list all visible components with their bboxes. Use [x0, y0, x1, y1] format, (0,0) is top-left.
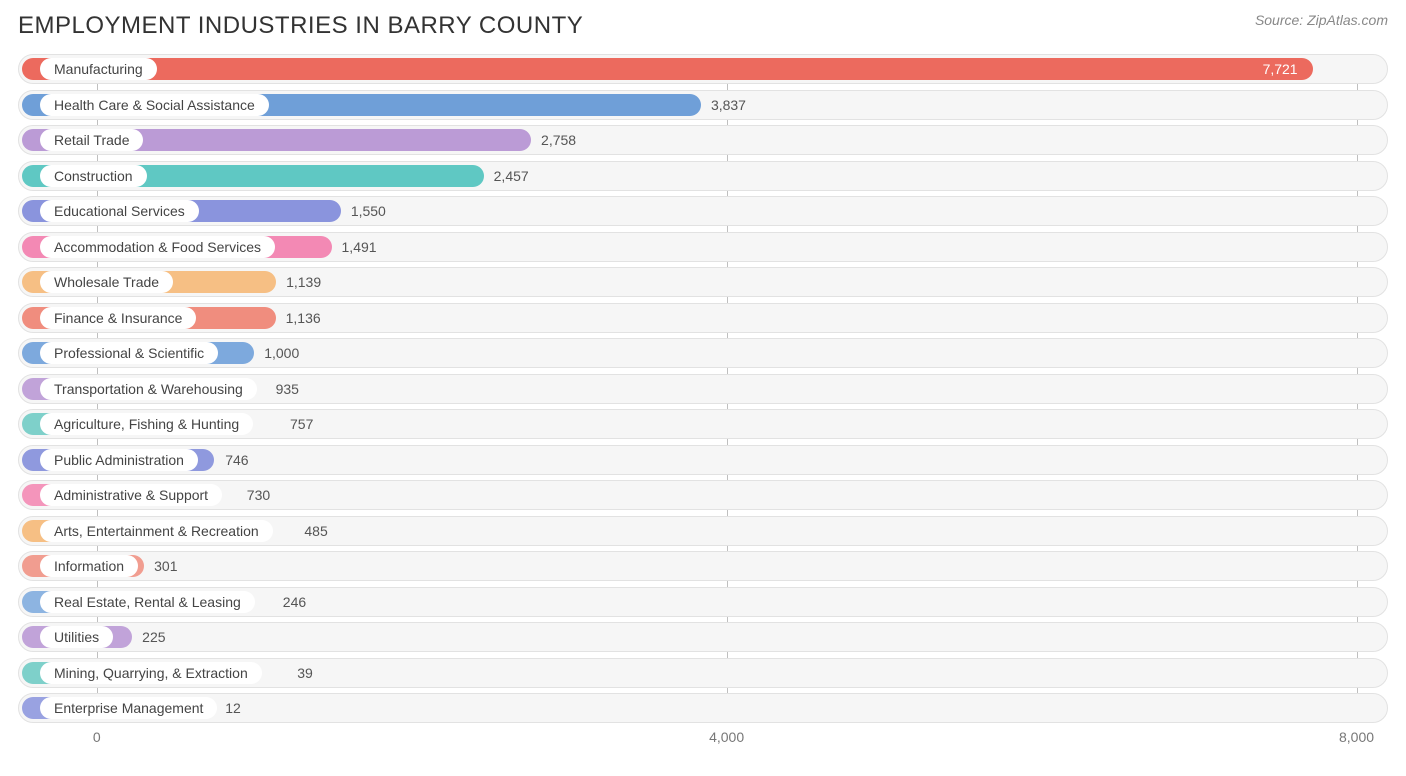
bar-row: Professional & Scientific 1,000 [18, 338, 1388, 368]
bar-row: Utilities 225 [18, 622, 1388, 652]
bar-track [18, 480, 1388, 510]
bar-row: Manufacturing 7,721 [18, 54, 1388, 84]
bar-row: Finance & Insurance 1,136 [18, 303, 1388, 333]
bar-row: Accommodation & Food Services 1,491 [18, 232, 1388, 262]
bar-value-label: 7,721 [1263, 54, 1378, 84]
source-name: ZipAtlas.com [1307, 12, 1388, 28]
bar-track [18, 622, 1388, 652]
bar-row: Wholesale Trade 1,139 [18, 267, 1388, 297]
bar-value-label: 1,136 [286, 303, 321, 333]
chart-source: Source: ZipAtlas.com [1255, 12, 1388, 28]
bar-row: Health Care & Social Assistance 3,837 [18, 90, 1388, 120]
x-axis-tick: 4,000 [709, 729, 744, 745]
bar-value-label: 246 [283, 587, 306, 617]
bar-category-label: Transportation & Warehousing [40, 378, 257, 400]
bar-value-label: 935 [276, 374, 299, 404]
bar-category-label: Manufacturing [40, 58, 157, 80]
bar-row: Public Administration 746 [18, 445, 1388, 475]
bar-value-label: 39 [297, 658, 313, 688]
bar-rows: Manufacturing 7,721 Health Care & Social A… [18, 54, 1388, 723]
bar-value-label: 301 [154, 551, 177, 581]
bar-row: Arts, Entertainment & Recreation 485 [18, 516, 1388, 546]
bar-track [18, 445, 1388, 475]
bar-category-label: Information [40, 555, 138, 577]
bar-value-label: 12 [225, 693, 241, 723]
bar-category-label: Enterprise Management [40, 697, 217, 719]
bar-row: Enterprise Management 12 [18, 693, 1388, 723]
source-label: Source: [1255, 12, 1303, 28]
bar-value-label: 2,758 [541, 125, 576, 155]
bar-category-label: Real Estate, Rental & Leasing [40, 591, 255, 613]
bar-value-label: 1,491 [342, 232, 377, 262]
chart-header: EMPLOYMENT INDUSTRIES IN BARRY COUNTY So… [18, 12, 1388, 40]
bar-row: Information 301 [18, 551, 1388, 581]
bar-category-label: Agriculture, Fishing & Hunting [40, 413, 253, 435]
bar-fill [22, 58, 1313, 80]
bar-row: Transportation & Warehousing 935 [18, 374, 1388, 404]
bar-value-label: 1,139 [286, 267, 321, 297]
x-axis-tick: 0 [93, 729, 101, 745]
bar-row: Administrative & Support 730 [18, 480, 1388, 510]
bar-row: Retail Trade 2,758 [18, 125, 1388, 155]
bar-row: Agriculture, Fishing & Hunting 757 [18, 409, 1388, 439]
x-axis-tick: 8,000 [1339, 729, 1374, 745]
bar-track [18, 693, 1388, 723]
x-axis: 0 4,000 8,000 [18, 729, 1388, 759]
bar-category-label: Health Care & Social Assistance [40, 94, 269, 116]
bar-category-label: Arts, Entertainment & Recreation [40, 520, 273, 542]
bar-row: Educational Services 1,550 [18, 196, 1388, 226]
bar-category-label: Construction [40, 165, 147, 187]
bar-value-label: 3,837 [711, 90, 746, 120]
bar-row: Construction 2,457 [18, 161, 1388, 191]
bar-category-label: Administrative & Support [40, 484, 222, 506]
bar-value-label: 485 [304, 516, 327, 546]
chart-area: Manufacturing 7,721 Health Care & Social A… [18, 54, 1388, 759]
bar-category-label: Wholesale Trade [40, 271, 173, 293]
bar-row: Mining, Quarrying, & Extraction 39 [18, 658, 1388, 688]
bar-category-label: Accommodation & Food Services [40, 236, 275, 258]
bar-row: Real Estate, Rental & Leasing 246 [18, 587, 1388, 617]
bar-value-label: 746 [225, 445, 248, 475]
bar-track [18, 551, 1388, 581]
bar-category-label: Public Administration [40, 449, 198, 471]
bar-value-label: 225 [142, 622, 165, 652]
bar-value-label: 1,000 [264, 338, 299, 368]
bar-category-label: Finance & Insurance [40, 307, 196, 329]
bar-category-label: Professional & Scientific [40, 342, 218, 364]
chart-title: EMPLOYMENT INDUSTRIES IN BARRY COUNTY [18, 12, 583, 40]
bar-value-label: 730 [247, 480, 270, 510]
bar-value-label: 1,550 [351, 196, 386, 226]
bar-category-label: Educational Services [40, 200, 199, 222]
bar-category-label: Utilities [40, 626, 113, 648]
bar-category-label: Retail Trade [40, 129, 143, 151]
bar-value-label: 2,457 [494, 161, 529, 191]
bar-category-label: Mining, Quarrying, & Extraction [40, 662, 262, 684]
bar-value-label: 757 [290, 409, 313, 439]
